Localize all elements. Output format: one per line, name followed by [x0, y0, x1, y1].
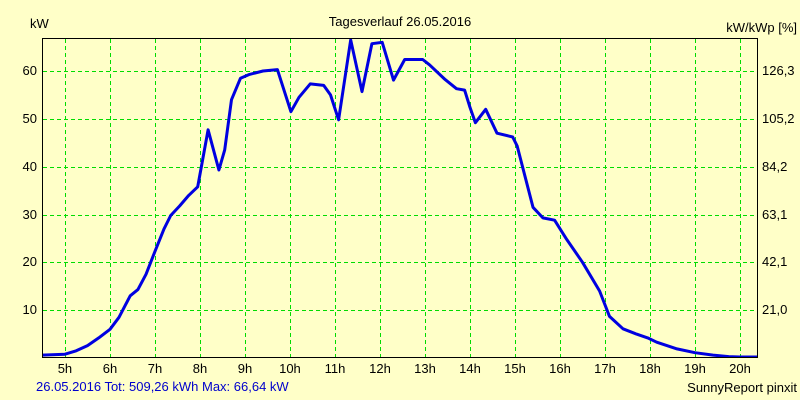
daily-summary: 26.05.2016 Tot: 509,26 kWh Max: 66,64 kW: [36, 379, 289, 394]
y-axis-left-tick-label: 20: [22, 254, 37, 270]
y-axis-unit-left: kW: [30, 16, 49, 31]
y-axis-right-tick-label: 126,3: [762, 63, 795, 78]
x-axis-tick-label: 7h: [147, 361, 163, 376]
x-axis-tick-label: 8h: [192, 361, 208, 376]
x-axis-tick-label: 15h: [504, 361, 526, 376]
y-axis-right-tick-label: 63,1: [762, 206, 788, 222]
x-axis-tick-label: 10h: [279, 361, 301, 376]
plot-svg: [42, 38, 758, 358]
plot-frame: [42, 38, 758, 358]
x-axis-tick-label: 12h: [369, 361, 391, 376]
y-axis-left-tick-label: 60: [22, 63, 37, 78]
x-axis-tick-label: 17h: [594, 361, 616, 376]
x-axis-tick-label: 13h: [414, 361, 436, 376]
x-axis-tick-label: 11h: [324, 361, 346, 376]
x-axis-tick-label: 16h: [549, 361, 571, 376]
app-credit: SunnyReport pinxit: [687, 380, 797, 395]
x-axis-tick-label: 19h: [684, 361, 706, 376]
x-axis-tick-label: 5h: [57, 361, 73, 376]
y-axis-right-tick-label: 84,2: [762, 158, 788, 174]
y-axis-left-tick-label: 10: [22, 302, 37, 318]
x-axis-tick-label: 14h: [459, 361, 481, 376]
x-axis-tick-label: 20h: [729, 361, 751, 376]
y-axis-left-tick-label: 40: [22, 158, 37, 174]
y-axis-right-tick-label: 42,1: [762, 254, 788, 270]
y-axis-right-tick-label: 21,0: [762, 302, 788, 318]
power-curve: [42, 38, 758, 358]
y-axis-left-tick-label: 30: [22, 206, 37, 222]
chart-title: Tagesverlauf 26.05.2016: [328, 14, 472, 29]
y-axis-left-tick-label: 50: [22, 110, 37, 126]
x-axis-tick-label: 18h: [639, 361, 661, 376]
y-axis-right-tick-label: 105,2: [762, 110, 795, 126]
x-axis-tick-label: 9h: [237, 361, 253, 376]
x-axis-tick-label: 6h: [102, 361, 118, 376]
plot-area: [42, 38, 758, 358]
y-axis-unit-right: kW/kWp [%]: [726, 20, 797, 35]
